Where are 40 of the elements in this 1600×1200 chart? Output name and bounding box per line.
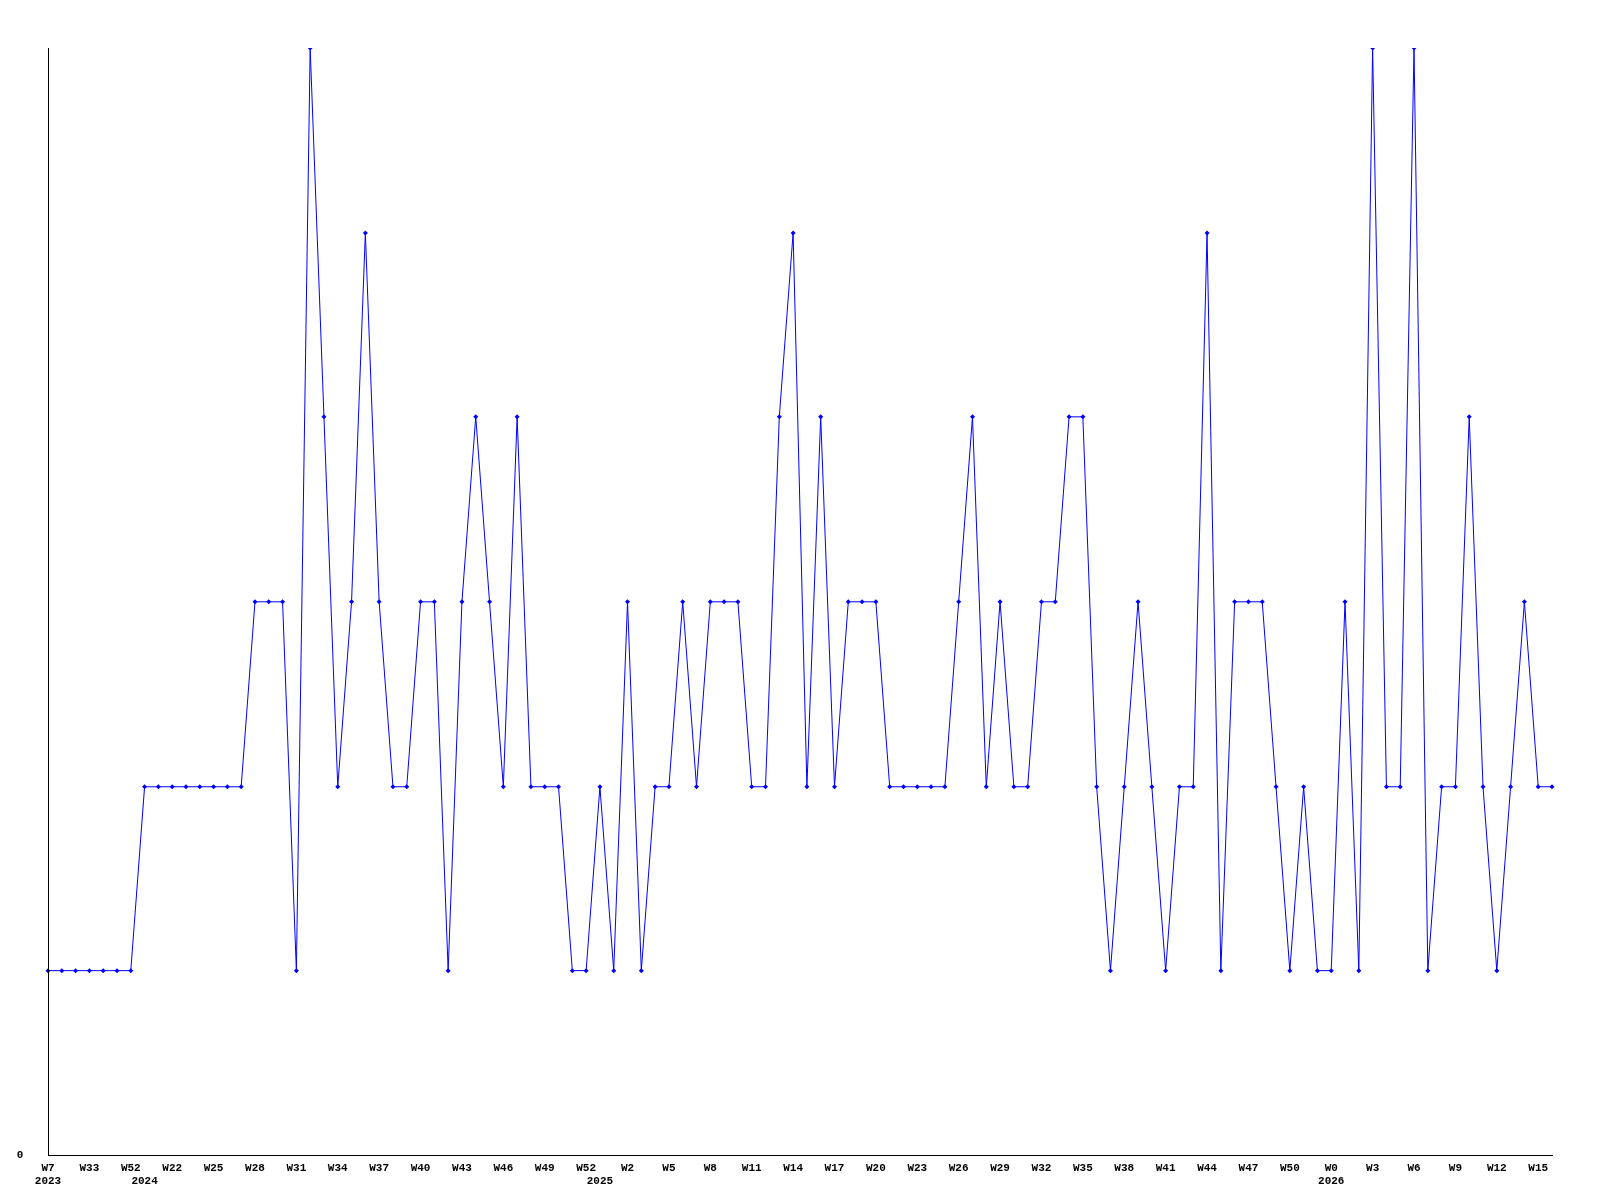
x-tick-label: W23	[907, 1161, 928, 1174]
x-tick-label: W40	[410, 1161, 431, 1174]
x-tick-label: W49	[534, 1161, 555, 1174]
x-tick-label: W2	[620, 1161, 635, 1174]
text: 0	[16, 1149, 24, 1162]
x-tick-label: W43	[452, 1161, 473, 1174]
x-tick-label: W29	[990, 1161, 1010, 1174]
x-tick-label: W12	[1486, 1161, 1507, 1174]
x-tick-label: W11	[741, 1161, 762, 1174]
x-tick-label: W50	[1279, 1161, 1300, 1174]
x-tick-label: W8	[703, 1161, 718, 1174]
x-tick-label: W20	[865, 1161, 886, 1174]
x-tick-label: W22	[162, 1161, 183, 1174]
x-tick-label: W7 2023	[34, 1161, 62, 1188]
x-tick-label: W28	[245, 1161, 266, 1174]
x-tick-label: 2025	[586, 1175, 614, 1188]
x-tick-label: W5	[662, 1161, 676, 1174]
x-tick-label: W31	[286, 1161, 307, 1174]
x-tick-label: 2024	[131, 1175, 159, 1188]
x-tick-label: W47	[1238, 1161, 1259, 1174]
x-tick-label: W15	[1528, 1161, 1549, 1174]
x-tick-label: W41	[1155, 1161, 1176, 1174]
x-tick-label: W25	[203, 1161, 224, 1174]
x-tick-label: W37	[369, 1161, 390, 1174]
x-tick-label: W52	[120, 1161, 141, 1174]
x-tick-label: W44	[1197, 1161, 1218, 1174]
x-tick-label: W35	[1072, 1161, 1094, 1174]
x-tick-label: W33	[79, 1161, 100, 1174]
x-tick-label: W52	[576, 1161, 597, 1174]
x-tick-label: W26	[948, 1161, 969, 1174]
x-tick-label: W14	[783, 1161, 804, 1174]
x-tick-label: W6	[1407, 1161, 1421, 1174]
x-tick-label: W38	[1114, 1161, 1135, 1174]
x-tick-label: W9	[1448, 1161, 1463, 1174]
x-tick-label: W0 2026	[1318, 1161, 1345, 1188]
x-tick-label: W46	[493, 1161, 514, 1174]
x-tick-label: W17	[824, 1161, 845, 1174]
x-tick-label: W32	[1031, 1161, 1052, 1174]
x-tick-label: W34	[327, 1161, 349, 1174]
x-tick-label: W3	[1366, 1161, 1380, 1174]
